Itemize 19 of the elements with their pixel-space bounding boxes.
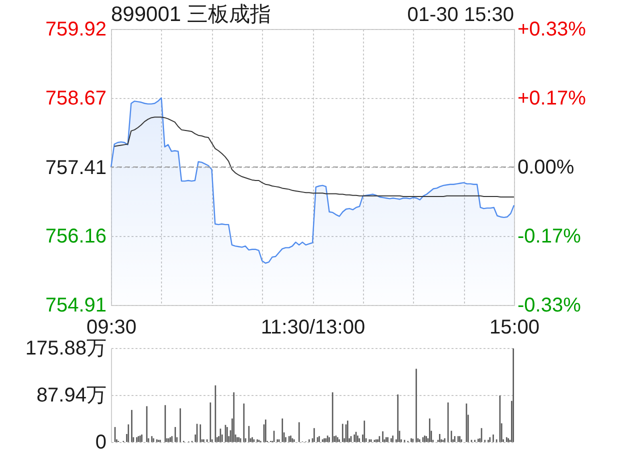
x-tick-label: 11:30/13:00: [260, 316, 366, 338]
chart-title: 899001 三板成指: [111, 3, 271, 26]
text: 01-30 15:30: [407, 4, 514, 26]
y-tick-label: 0: [95, 432, 106, 454]
y2-tick-label: +0.17%: [518, 88, 586, 110]
x-tick-label: 15:00: [489, 316, 540, 338]
y-tick-label: 756.16: [45, 226, 106, 248]
y2-tick-label: -0.17%: [518, 226, 582, 248]
y-tick-label: 175.88万: [25, 338, 106, 360]
y-tick-label: 87.94万: [36, 384, 106, 406]
y-tick-label: 758.67: [45, 87, 106, 110]
y2-tick-label: 0.00%: [518, 156, 574, 178]
line-series: [114, 116, 514, 198]
y-tick-label: 759.92: [45, 18, 106, 40]
y-tick-label: 754.91: [45, 294, 106, 316]
y-tick-label: 757.41: [45, 156, 106, 179]
y2-tick-label: +0.33%: [518, 18, 586, 40]
x-tick-label: 09:30: [86, 316, 137, 338]
y2-tick-label: -0.33%: [518, 294, 582, 316]
